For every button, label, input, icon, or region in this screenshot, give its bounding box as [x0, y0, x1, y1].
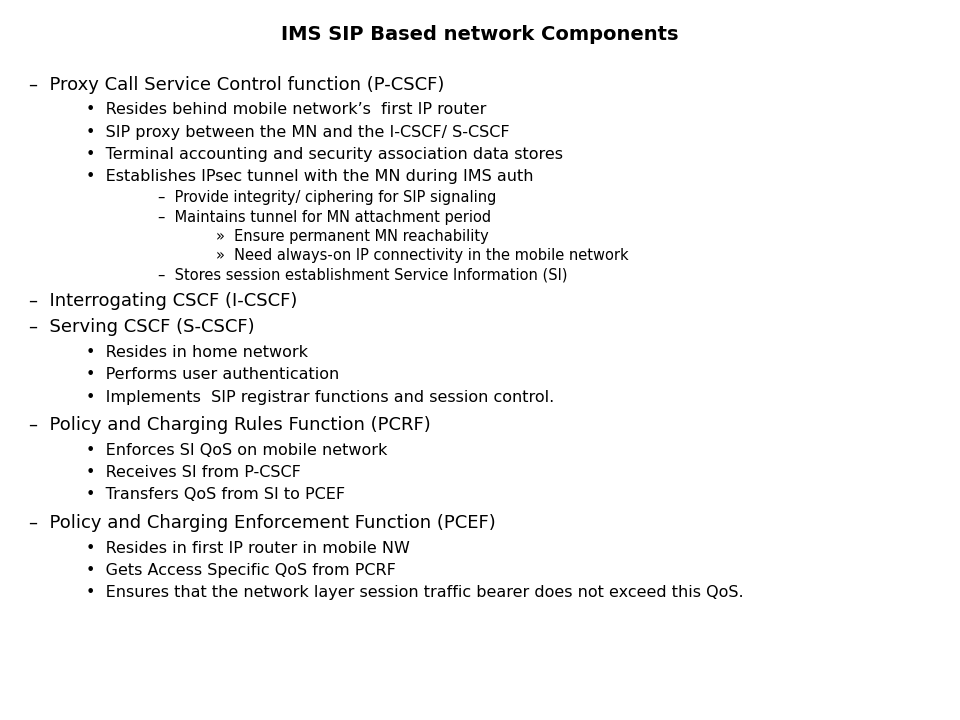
Text: »  Need always-on IP connectivity in the mobile network: » Need always-on IP connectivity in the … — [216, 248, 629, 264]
Text: •  Terminal accounting and security association data stores: • Terminal accounting and security assoc… — [86, 147, 564, 162]
Text: •  Transfers QoS from SI to PCEF: • Transfers QoS from SI to PCEF — [86, 487, 346, 503]
Text: –  Stores session establishment Service Information (SI): – Stores session establishment Service I… — [158, 268, 568, 283]
Text: •  SIP proxy between the MN and the I-CSCF/ S-CSCF: • SIP proxy between the MN and the I-CSC… — [86, 125, 510, 140]
Text: –  Provide integrity/ ciphering for SIP signaling: – Provide integrity/ ciphering for SIP s… — [158, 190, 496, 205]
Text: •  Gets Access Specific QoS from PCRF: • Gets Access Specific QoS from PCRF — [86, 563, 396, 578]
Text: »  Ensure permanent MN reachability: » Ensure permanent MN reachability — [216, 229, 489, 244]
Text: •  Establishes IPsec tunnel with the MN during IMS auth: • Establishes IPsec tunnel with the MN d… — [86, 169, 534, 184]
Text: •  Resides in home network: • Resides in home network — [86, 345, 308, 360]
Text: –  Maintains tunnel for MN attachment period: – Maintains tunnel for MN attachment per… — [158, 210, 492, 225]
Text: –  Policy and Charging Rules Function (PCRF): – Policy and Charging Rules Function (PC… — [29, 416, 430, 434]
Text: –  Policy and Charging Enforcement Function (PCEF): – Policy and Charging Enforcement Functi… — [29, 514, 495, 532]
Text: IMS SIP Based network Components: IMS SIP Based network Components — [281, 25, 679, 44]
Text: –  Interrogating CSCF (I-CSCF): – Interrogating CSCF (I-CSCF) — [29, 292, 298, 310]
Text: –  Proxy Call Service Control function (P-CSCF): – Proxy Call Service Control function (P… — [29, 76, 444, 94]
Text: •  Ensures that the network layer session traffic bearer does not exceed this Qo: • Ensures that the network layer session… — [86, 585, 744, 600]
Text: •  Resides in first IP router in mobile NW: • Resides in first IP router in mobile N… — [86, 541, 410, 556]
Text: •  Implements  SIP registrar functions and session control.: • Implements SIP registrar functions and… — [86, 390, 555, 405]
Text: •  Receives SI from P-CSCF: • Receives SI from P-CSCF — [86, 465, 301, 480]
Text: –  Serving CSCF (S-CSCF): – Serving CSCF (S-CSCF) — [29, 318, 254, 336]
Text: •  Enforces SI QoS on mobile network: • Enforces SI QoS on mobile network — [86, 443, 388, 458]
Text: •  Performs user authentication: • Performs user authentication — [86, 367, 340, 382]
Text: •  Resides behind mobile network’s  first IP router: • Resides behind mobile network’s first … — [86, 102, 487, 117]
